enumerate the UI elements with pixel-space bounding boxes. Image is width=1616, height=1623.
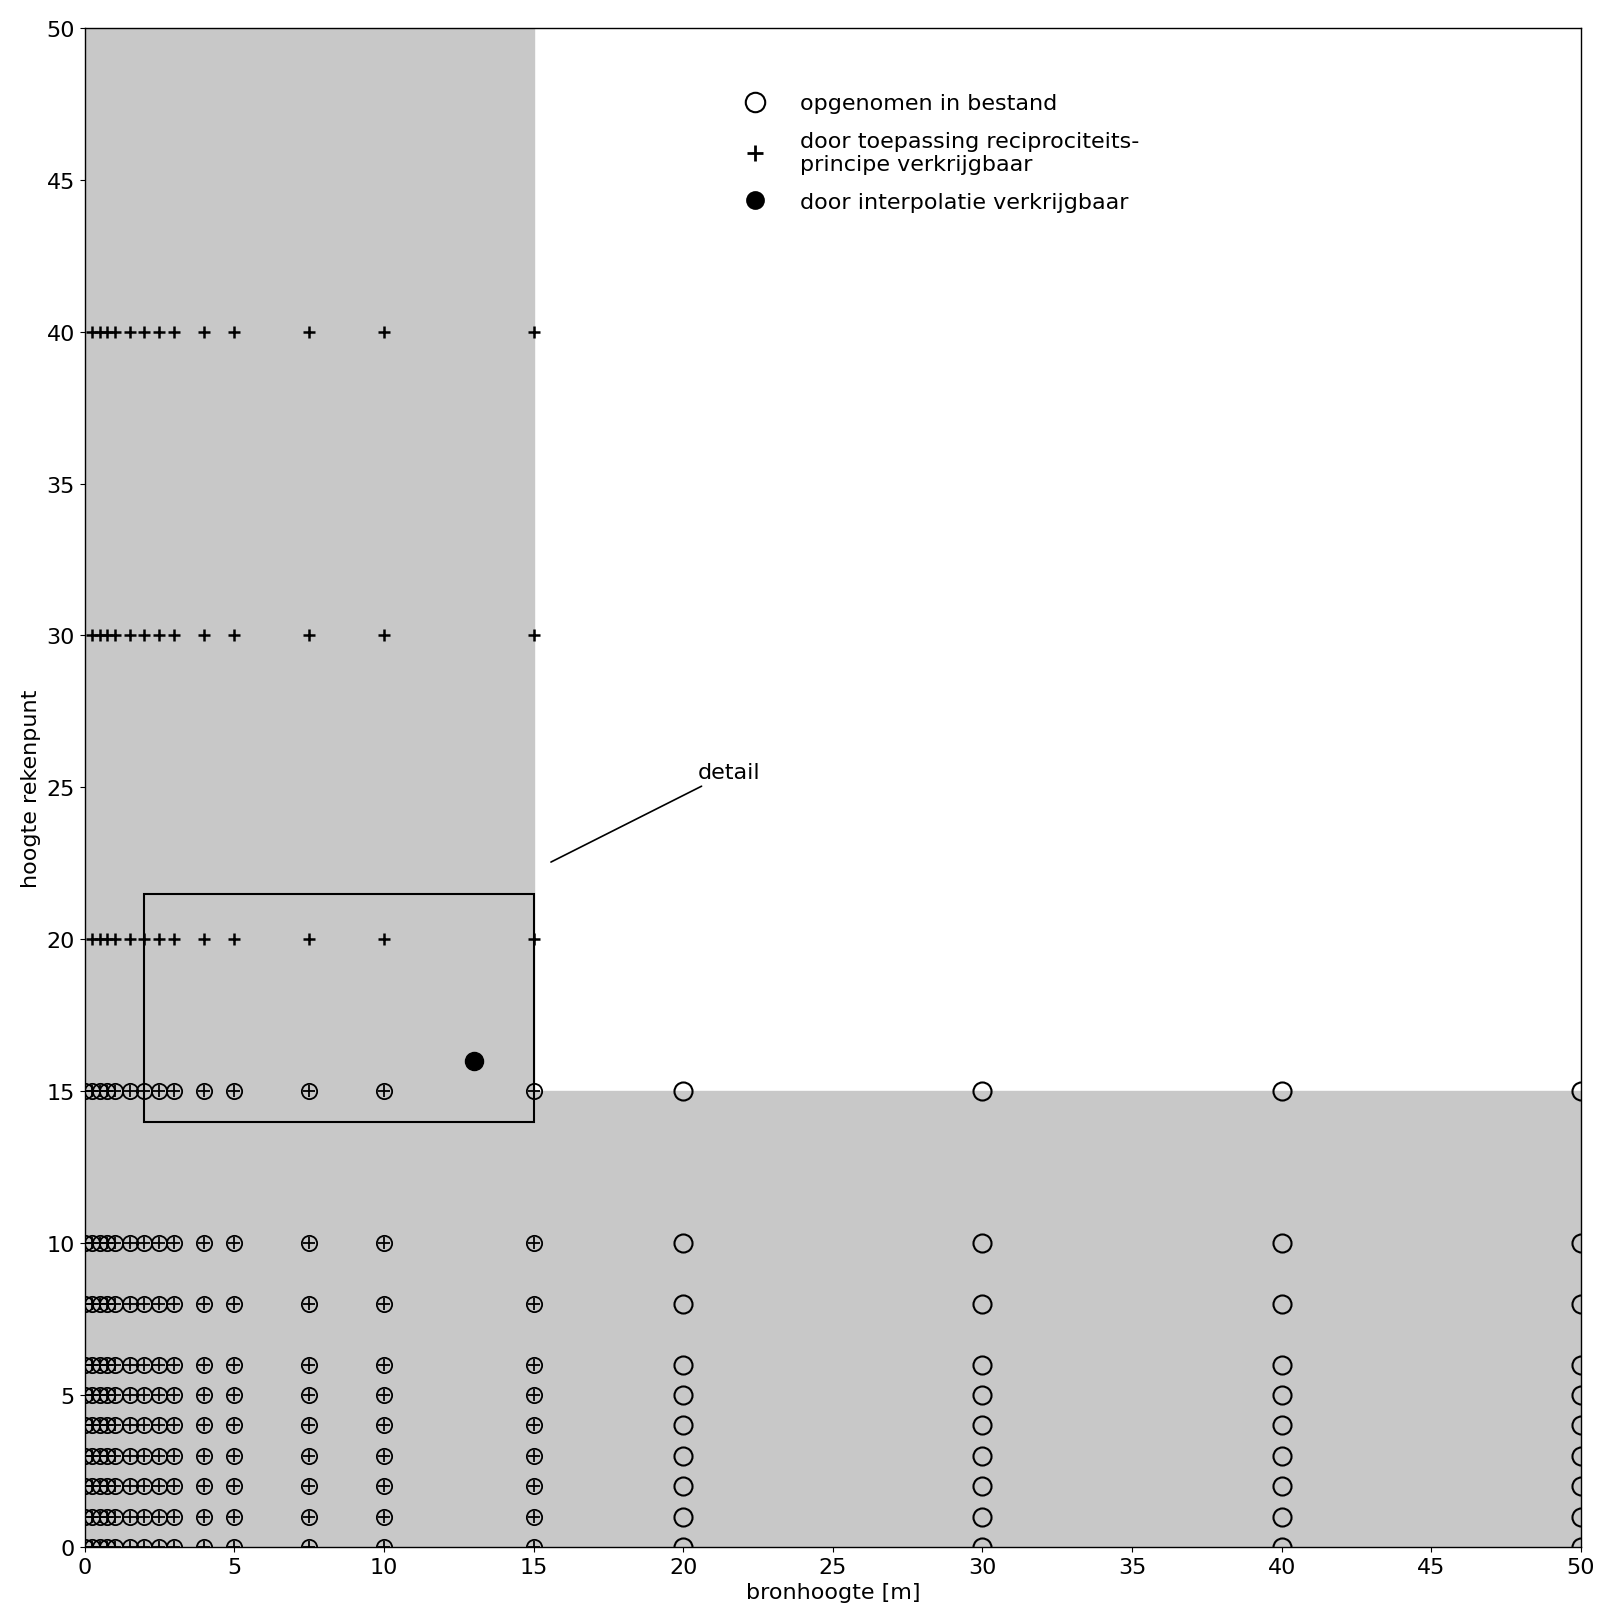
Text: detail: detail — [551, 763, 761, 862]
X-axis label: bronhoogte [m]: bronhoogte [m] — [745, 1582, 920, 1602]
Y-axis label: hoogte rekenpunt: hoogte rekenpunt — [21, 688, 40, 888]
Bar — [144, 894, 533, 1121]
Legend: opgenomen in bestand, door toepassing reciprociteits-
principe verkrijgbaar, doo: opgenomen in bestand, door toepassing re… — [724, 86, 1147, 222]
